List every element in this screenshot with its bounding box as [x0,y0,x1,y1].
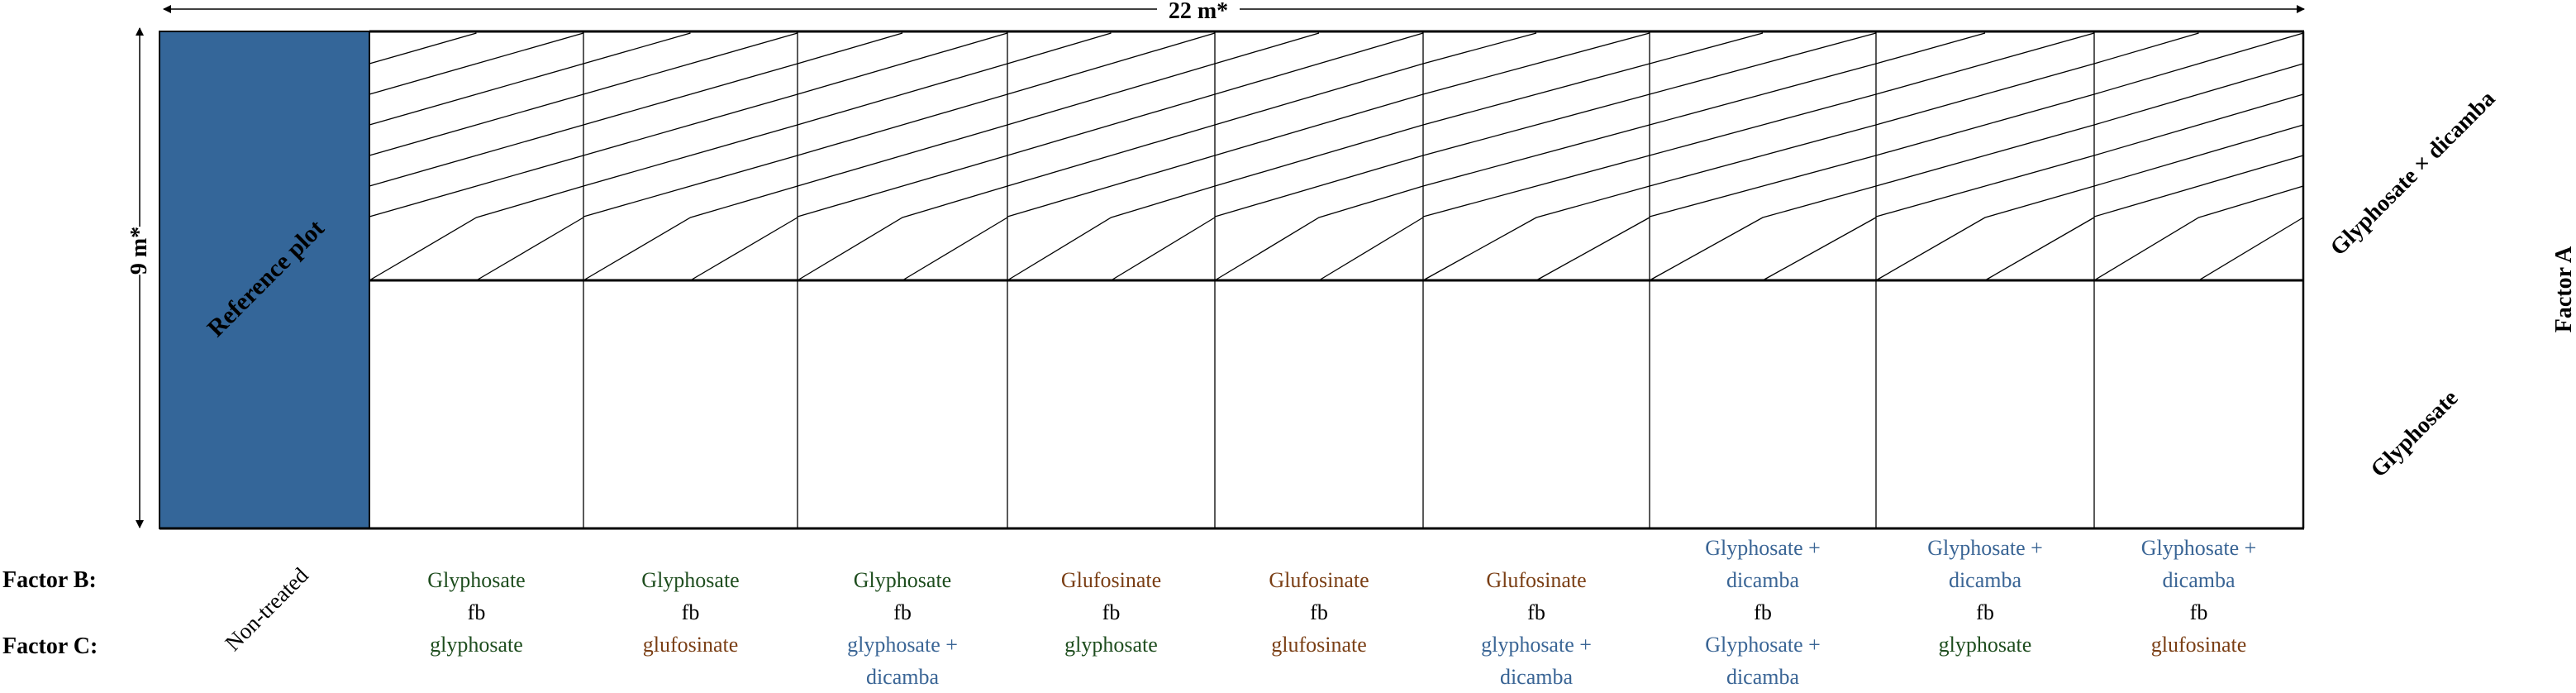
factor-b-value: Glufosinate [1269,568,1369,592]
factor-c-label: Factor C: [2,633,98,659]
factor-c-value: glufosinate [2150,633,2247,657]
factor-b-label: Factor B: [2,567,97,593]
treatment-label-2: Glyphosate fb glufosinate [641,564,739,661]
treatment-grid [160,30,2305,530]
factor-c-value: glyphosate + [847,633,958,657]
reference-plot [159,31,370,529]
hatch-cell [1649,32,1877,281]
factor-b-value: dicamba [1726,568,1800,592]
followed-by-label: fb [681,600,700,624]
treatment-label-1: Glyphosate fb glyphosate [427,564,525,661]
followed-by-label: fb [1976,600,1994,624]
factor-c-value: Glyphosate + [1705,633,1821,657]
followed-by-label: fb [467,600,486,624]
factor-c-value: glyphosate + [1481,633,1592,657]
treatment-label-9: Glyphosate + dicamba fb glufosinate [2141,532,2257,661]
followed-by-label: fb [893,600,912,624]
hatch-cell [1214,32,1424,281]
treatment-label-4: Glufosinate fb glyphosate [1061,564,1161,661]
followed-by-label: fb [1310,600,1328,624]
hatch-cell [797,32,1008,281]
followed-by-label: fb [1527,600,1545,624]
hatch-cell [1422,32,1650,281]
factor-a-title: Factor A [2551,246,2576,333]
treatment-label-6: Glufosinate fb glyphosate + dicamba [1481,564,1592,693]
factor-b-value: dicamba [1948,568,2022,592]
hatch-cell [583,32,798,281]
factor-b-value: Glyphosate [427,568,526,592]
width-label: 22 m* [1159,0,1237,25]
factor-b-value: Glufosinate [1060,568,1162,592]
factor-c-value: dicamba [1499,665,1574,689]
height-label: 9 m* [121,226,158,275]
treatment-label-7: Glyphosate + dicamba fb Glyphosate + dicamba [1705,532,1821,693]
factor-b-value: Glyphosate + [1705,536,1821,560]
factor-b-value: Glyphosate [641,568,740,592]
followed-by-label: fb [2189,600,2208,624]
factor-b-value: Glyphosate + [2140,536,2257,560]
followed-by-label: fb [1754,600,1772,624]
followed-by-label: fb [1102,600,1121,624]
factor-c-value: dicamba [865,665,940,689]
factor-b-value: dicamba [2162,568,2236,592]
factor-b-value: Glufosinate [1486,568,1587,592]
treatment-label-5: Glufosinate fb glufosinate [1269,564,1369,661]
hatch-cell [369,32,584,281]
treatment-label-8: Glyphosate + dicamba fb glyphosate [1927,532,2043,661]
hatch-cell [1875,32,2095,281]
factor-c-value: dicamba [1726,665,1800,689]
hatch-cell [2093,32,2304,281]
factor-b-value: Glyphosate [853,568,952,592]
factor-b-value: Glyphosate + [1927,536,2043,560]
factor-c-value: glufosinate [1271,633,1367,657]
factor-c-value: glyphosate [430,633,523,657]
factor-c-value: glyphosate [1064,633,1158,657]
hatch-cell [1007,32,1216,281]
factor-c-value: glyphosate [1938,633,2032,657]
treatment-label-3: Glyphosate fb glyphosate + dicamba [847,564,958,693]
factor-c-value: glufosinate [642,633,739,657]
